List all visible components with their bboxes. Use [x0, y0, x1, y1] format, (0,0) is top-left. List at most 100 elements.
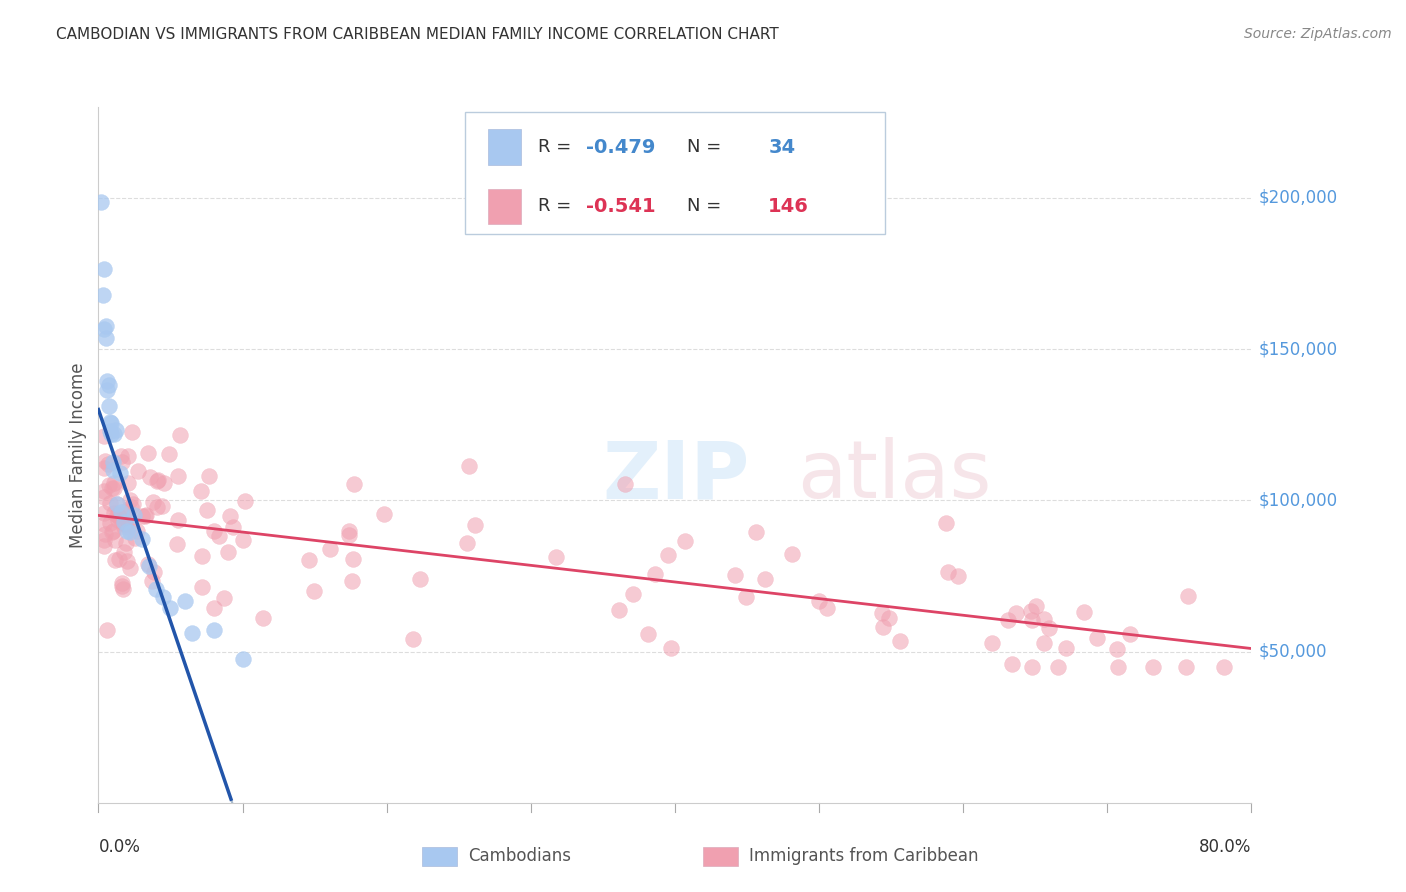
Point [174, 594, 197, 608]
Point [135, 508, 157, 522]
Point [815, 600, 838, 615]
Point [145, 582, 167, 596]
Text: 146: 146 [768, 197, 808, 216]
Point [105, 496, 128, 510]
Point [152, 590, 174, 604]
Point [1032, 636, 1054, 650]
Point [103, 506, 125, 520]
Point [96, 624, 118, 638]
Text: 0.0%: 0.0% [98, 838, 141, 856]
Text: $150,000: $150,000 [1258, 340, 1337, 358]
Point [97, 378, 120, 392]
Point [107, 508, 129, 522]
Point [298, 553, 321, 567]
Point [96, 374, 118, 388]
Point [1047, 659, 1070, 673]
Point [93, 533, 115, 548]
Point [94, 319, 117, 334]
Point [1021, 613, 1043, 627]
Point [103, 481, 125, 495]
Point [90, 194, 112, 209]
Point [117, 476, 139, 491]
Point [127, 524, 149, 538]
Point [217, 545, 239, 559]
Point [96, 383, 118, 397]
Point [343, 476, 366, 491]
Y-axis label: Median Family Income: Median Family Income [69, 362, 87, 548]
Point [98, 424, 121, 438]
Point [337, 528, 360, 542]
Point [724, 568, 747, 582]
Point [105, 498, 128, 512]
Text: 34: 34 [768, 137, 796, 157]
Point [546, 550, 568, 565]
Point [101, 481, 124, 495]
Point [114, 520, 136, 534]
Point [124, 508, 146, 523]
Point [195, 503, 218, 517]
Point [146, 474, 169, 488]
Text: Immigrants from Caribbean: Immigrants from Caribbean [749, 847, 979, 865]
Point [101, 524, 124, 539]
Point [115, 505, 138, 519]
Point [101, 524, 124, 538]
Point [107, 513, 129, 527]
Point [143, 565, 166, 579]
Point [342, 574, 364, 588]
Point [127, 464, 149, 478]
Text: R =: R = [538, 138, 576, 156]
Point [744, 524, 766, 539]
Point [111, 575, 134, 590]
Text: $50,000: $50,000 [1258, 642, 1327, 661]
Text: R =: R = [538, 197, 576, 215]
Point [114, 504, 136, 518]
Point [167, 513, 190, 527]
Point [101, 454, 124, 468]
Point [202, 624, 225, 638]
Point [613, 477, 636, 491]
Point [456, 535, 478, 549]
Point [735, 590, 758, 604]
Point [93, 261, 115, 276]
Point [104, 552, 127, 566]
Point [97, 400, 120, 414]
Point [231, 652, 254, 666]
Point [807, 594, 830, 608]
Point [402, 632, 425, 646]
Point [232, 533, 254, 548]
Text: $100,000: $100,000 [1258, 491, 1337, 509]
Text: N =: N = [688, 138, 727, 156]
Point [202, 524, 225, 538]
Point [159, 601, 181, 615]
Point [637, 627, 659, 641]
Point [169, 428, 191, 442]
Point [191, 580, 214, 594]
Text: $200,000: $200,000 [1258, 189, 1337, 207]
Point [94, 454, 117, 468]
Point [100, 416, 122, 430]
Point [91, 287, 114, 301]
Point [342, 552, 364, 566]
Point [204, 601, 226, 615]
Point [100, 427, 122, 442]
Point [889, 634, 911, 648]
Point [1105, 641, 1128, 656]
Point [120, 561, 142, 575]
Point [136, 557, 159, 571]
Text: 80.0%: 80.0% [1199, 838, 1251, 856]
Point [872, 606, 894, 620]
Point [93, 516, 115, 531]
Point [93, 460, 115, 475]
Point [219, 508, 242, 523]
Point [146, 500, 169, 514]
Point [252, 611, 274, 625]
Point [1032, 612, 1054, 626]
Point [1038, 621, 1060, 635]
Point [136, 446, 159, 460]
Point [120, 500, 142, 515]
Point [114, 536, 136, 550]
Point [373, 507, 395, 521]
Point [98, 516, 121, 530]
Point [754, 572, 776, 586]
Point [657, 549, 679, 563]
